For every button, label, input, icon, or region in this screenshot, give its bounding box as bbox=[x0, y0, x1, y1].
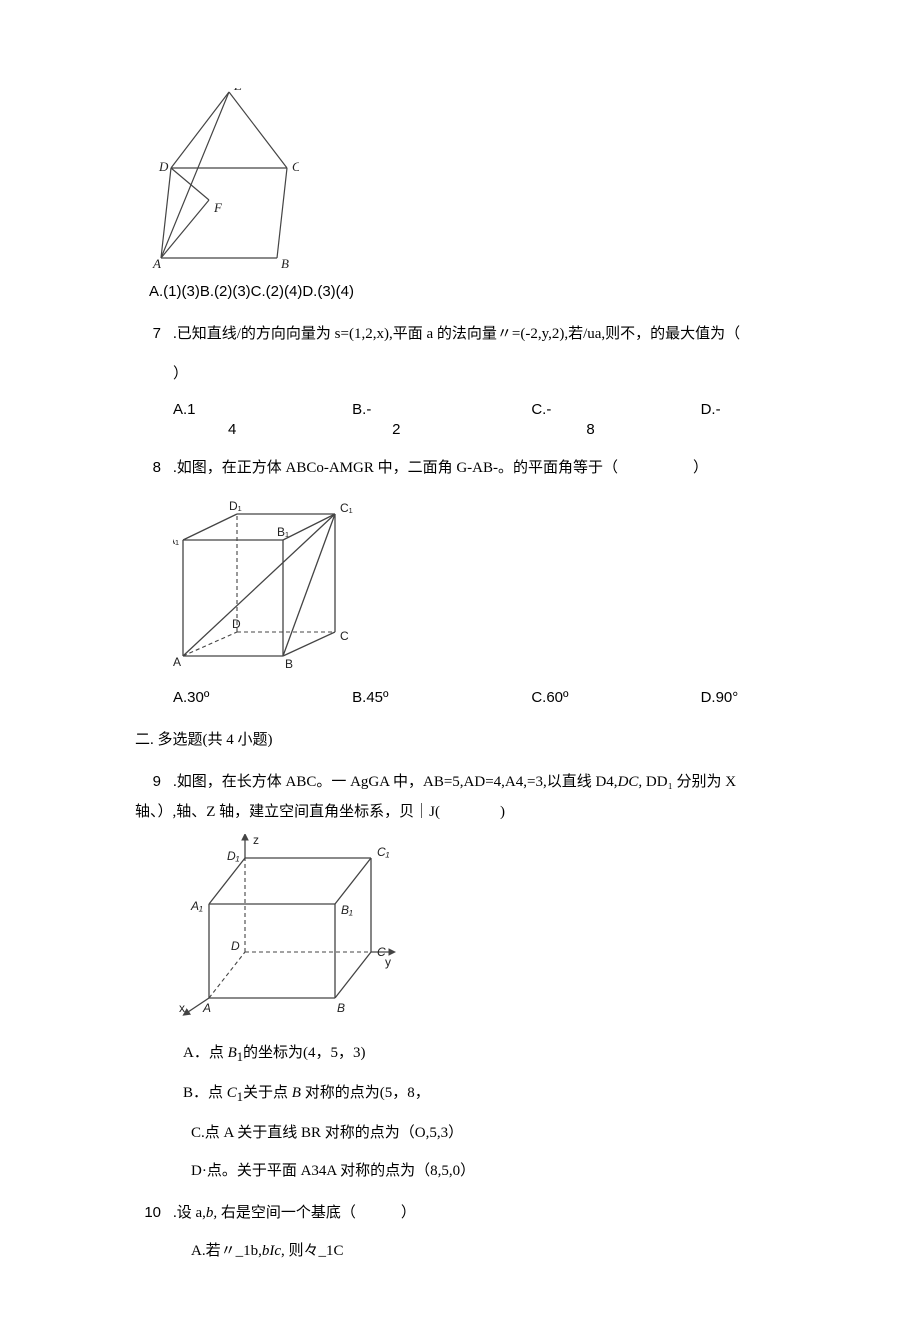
q10-optA-it: bIc bbox=[262, 1243, 281, 1259]
q9-optA: A．点 B1的坐标为(4，5，3) bbox=[183, 1041, 820, 1067]
q9-optB-pre: B．点 bbox=[183, 1085, 227, 1101]
q10-number: 10 bbox=[135, 1201, 161, 1225]
q8-optA: A.30º bbox=[173, 686, 352, 710]
q7-close: ） bbox=[173, 362, 820, 386]
q7-optB-main: B.- bbox=[352, 401, 371, 418]
q9-optB-it2: B bbox=[292, 1085, 301, 1101]
svg-text:A: A bbox=[202, 1001, 211, 1015]
q9-figure: z y x A B C D A₁ B₁ C₁ D₁ bbox=[173, 834, 820, 1027]
svg-text:C: C bbox=[377, 945, 386, 959]
svg-text:x: x bbox=[179, 1001, 185, 1015]
q7-optC-sub: 8 bbox=[586, 418, 594, 442]
svg-text:A: A bbox=[152, 256, 161, 268]
q9-optB: B．点 C1关于点 B 对称的点为(5，8， bbox=[183, 1081, 820, 1107]
q7-optA-main: A.1 bbox=[173, 401, 196, 418]
q10-optA: A.若〃_1b,bIc, 则々_1C bbox=[191, 1239, 820, 1263]
q7-body: .已知直线/的方向向量为 s=(1,2,x),平面 a 的法向量〃=(-2,y,… bbox=[173, 322, 820, 386]
svg-text:C: C bbox=[340, 629, 349, 643]
q6-figure: A B C D E F bbox=[149, 88, 820, 276]
q9-optB-it: C bbox=[227, 1085, 237, 1101]
q7-number: 7 bbox=[135, 322, 161, 346]
svg-text:D: D bbox=[158, 159, 169, 174]
exam-page: ABCDEF A.(1)(3)B.(2)(3)C.(2)(4)D.(3)(4) … bbox=[0, 0, 920, 1323]
q9: 9 .如图，在长方体 ABC。一 AgGA 中，AB=5,AD=4,A4,=3,… bbox=[135, 770, 820, 794]
svg-text:A₁: A₁ bbox=[190, 899, 203, 913]
q7-optD: D.- bbox=[701, 398, 820, 438]
svg-text:C₁: C₁ bbox=[377, 845, 390, 859]
svg-text:B: B bbox=[285, 657, 293, 668]
q10: 10 .设 a,b, 右是空间一个基底（ ） bbox=[135, 1201, 820, 1225]
q8-body: .如图，在正方体 ABCo-AMGR 中，二面角 G-AB-。的平面角等于（ ） bbox=[173, 456, 820, 480]
q8-optC: C.60º bbox=[531, 686, 700, 710]
section2-heading: 二. 多选题(共 4 小题) bbox=[135, 728, 820, 752]
q7-text: .已知直线/的方向向量为 s=(1,2,x),平面 a 的法向量〃=(-2,y,… bbox=[173, 326, 740, 342]
svg-text:F: F bbox=[213, 200, 223, 215]
q10-post: 右是空间一个基底（ ） bbox=[217, 1205, 416, 1221]
q7-optA: A.1 4 bbox=[173, 398, 352, 438]
q7-optC: C.- 8 bbox=[531, 398, 700, 438]
q9-optA-it: B bbox=[228, 1045, 237, 1061]
q9-optD: D·点。关于平面 A34A 对称的点为（8,5,0） bbox=[191, 1159, 820, 1183]
svg-text:B₁: B₁ bbox=[341, 903, 353, 917]
svg-text:C₁: C₁ bbox=[340, 501, 353, 515]
q9-optA-pre: A．点 bbox=[183, 1045, 228, 1061]
q8: 8 .如图，在正方体 ABCo-AMGR 中，二面角 G-AB-。的平面角等于（… bbox=[135, 456, 820, 480]
fig9-svg: z y x A B C D A₁ B₁ C₁ D₁ bbox=[173, 834, 398, 1019]
q9-optB-mid: 关于点 bbox=[243, 1085, 292, 1101]
q7-optB: B.- 2 bbox=[352, 398, 531, 438]
svg-text:B: B bbox=[281, 256, 289, 268]
svg-text:E: E bbox=[233, 88, 242, 93]
svg-text:A₁: A₁ bbox=[173, 533, 179, 547]
q9-body: .如图，在长方体 ABC。一 AgGA 中，AB=5,AD=4,A4,=3,以直… bbox=[173, 770, 820, 794]
svg-text:D₁: D₁ bbox=[227, 849, 240, 863]
q10-it: b, bbox=[206, 1205, 217, 1221]
q9-line1-italic: DC, bbox=[618, 774, 643, 790]
q9-number: 9 bbox=[135, 770, 161, 794]
svg-text:C: C bbox=[292, 159, 299, 174]
q9-line1-tail: DD₁ 分别为 X bbox=[642, 774, 736, 790]
q10-pre: .设 a, bbox=[173, 1205, 206, 1221]
q8-options: A.30º B.45º C.60º D.90° bbox=[173, 686, 820, 710]
svg-text:A: A bbox=[173, 655, 181, 668]
q10-body: .设 a,b, 右是空间一个基底（ ） bbox=[173, 1201, 820, 1225]
svg-text:y: y bbox=[385, 955, 391, 969]
q7: 7 .已知直线/的方向向量为 s=(1,2,x),平面 a 的法向量〃=(-2,… bbox=[135, 322, 820, 386]
q8-optD: D.90° bbox=[701, 686, 820, 710]
svg-text:D: D bbox=[231, 939, 240, 953]
q6-options: A.(1)(3)B.(2)(3)C.(2)(4)D.(3)(4) bbox=[149, 280, 820, 304]
q9-line1: .如图，在长方体 ABC。一 AgGA 中，AB=5,AD=4,A4,=3,以直… bbox=[173, 774, 618, 790]
svg-text:z: z bbox=[253, 834, 259, 847]
q7-optB-sub: 2 bbox=[392, 418, 400, 442]
svg-text:B: B bbox=[337, 1001, 345, 1015]
fig8-svg: A B C D A₁ B₁ C₁ D₁ bbox=[173, 488, 363, 668]
q9-optA-post: 的坐标为(4，5，3) bbox=[243, 1045, 366, 1061]
q8-number: 8 bbox=[135, 456, 161, 480]
q10-optA-post: , 则々_1C bbox=[281, 1243, 344, 1259]
q9-optB-post: 对称的点为(5，8， bbox=[301, 1085, 430, 1101]
q7-options: A.1 4 B.- 2 C.- 8 D.- bbox=[173, 398, 820, 438]
svg-text:D: D bbox=[232, 617, 241, 631]
q8-optB: B.45º bbox=[352, 686, 531, 710]
q7-optD-main: D.- bbox=[701, 401, 721, 418]
q10-optA-pre: A.若〃_1b, bbox=[191, 1243, 262, 1259]
q7-optA-sub: 4 bbox=[228, 418, 236, 442]
q8-text: .如图，在正方体 ABCo-AMGR 中，二面角 G-AB-。的平面角等于（ ） bbox=[173, 460, 708, 476]
q8-figure: A B C D A₁ B₁ C₁ D₁ bbox=[173, 488, 820, 676]
svg-text:B₁: B₁ bbox=[277, 525, 289, 539]
q9-line2: 轴、）,轴、Z 轴，建立空间直角坐标系，贝｜J( ) bbox=[135, 800, 820, 824]
q9-optC: C.点 A 关于直线 BR 对称的点为（O,5,3） bbox=[191, 1121, 820, 1145]
svg-text:D₁: D₁ bbox=[229, 499, 242, 513]
q7-optC-main: C.- bbox=[531, 401, 551, 418]
fig6-svg: A B C D E F bbox=[149, 88, 299, 268]
